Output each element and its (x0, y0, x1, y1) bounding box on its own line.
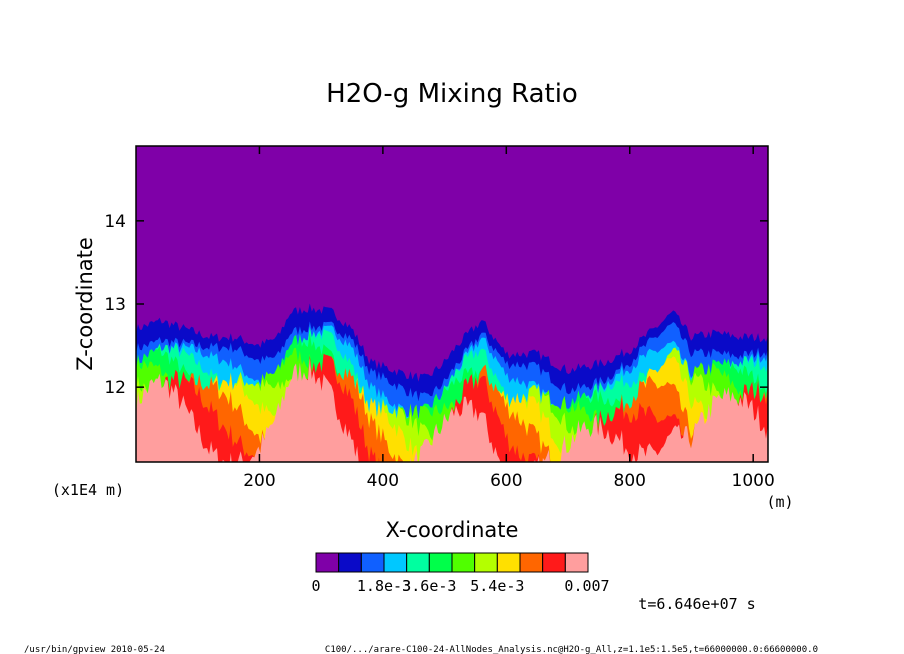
colorbar-swatch (406, 552, 430, 573)
colorbar-swatch (360, 552, 385, 573)
colorbar-swatch (564, 552, 589, 573)
contour-bands (136, 303, 768, 462)
x-axis: 200 400 600 800 1000 (243, 146, 775, 491)
colorbar-swatch (474, 552, 498, 573)
colorbar-swatch (542, 552, 566, 573)
x-tick-label: 200 (243, 471, 275, 491)
colorbar-swatch (451, 552, 476, 573)
contour-band-11 (136, 358, 768, 462)
colorbar-swatch (519, 552, 544, 573)
colorbar-swatch (338, 552, 362, 573)
x-tick-label: 1000 (732, 471, 775, 491)
colorbar-labels: 0 1.8e-33.6e-3 5.4e-3 0.007 (311, 577, 609, 595)
y-unit-label: (x1E4 m) (52, 481, 124, 499)
x-tick-label: 800 (614, 471, 646, 491)
colorbar-label: 0 (311, 577, 320, 595)
colorbar-swatch (428, 552, 453, 573)
colorbar-label: 1.8e-3 (357, 577, 411, 595)
chart-title: H2O-g Mixing Ratio (326, 79, 578, 109)
x-unit-label: (m) (766, 493, 793, 511)
colorbar-label: 5.4e-3 (470, 577, 524, 595)
y-tick-label: 13 (104, 295, 126, 315)
x-tick-label: 400 (367, 471, 399, 491)
colorbar-swatch (383, 552, 408, 573)
y-tick-label: 12 (104, 378, 126, 398)
y-axis: 12 13 14 (104, 212, 768, 398)
colorbar-label: 3.6e-3 (402, 577, 456, 595)
y-axis-label: Z-coordinate (73, 237, 97, 371)
y-tick-label: 14 (104, 212, 126, 232)
x-axis-label: X-coordinate (386, 518, 519, 542)
colorbar (315, 552, 589, 573)
colorbar-swatch (315, 552, 340, 573)
footer-left: /usr/bin/gpview 2010-05-24 (24, 645, 165, 654)
footer-right: C100/.../arare-C100-24-AllNodes_Analysis… (325, 645, 818, 654)
x-tick-label: 600 (490, 471, 522, 491)
time-label: t=6.646e+07 s (638, 595, 755, 613)
colorbar-swatch (496, 552, 521, 573)
colorbar-label: 0.007 (564, 577, 609, 595)
